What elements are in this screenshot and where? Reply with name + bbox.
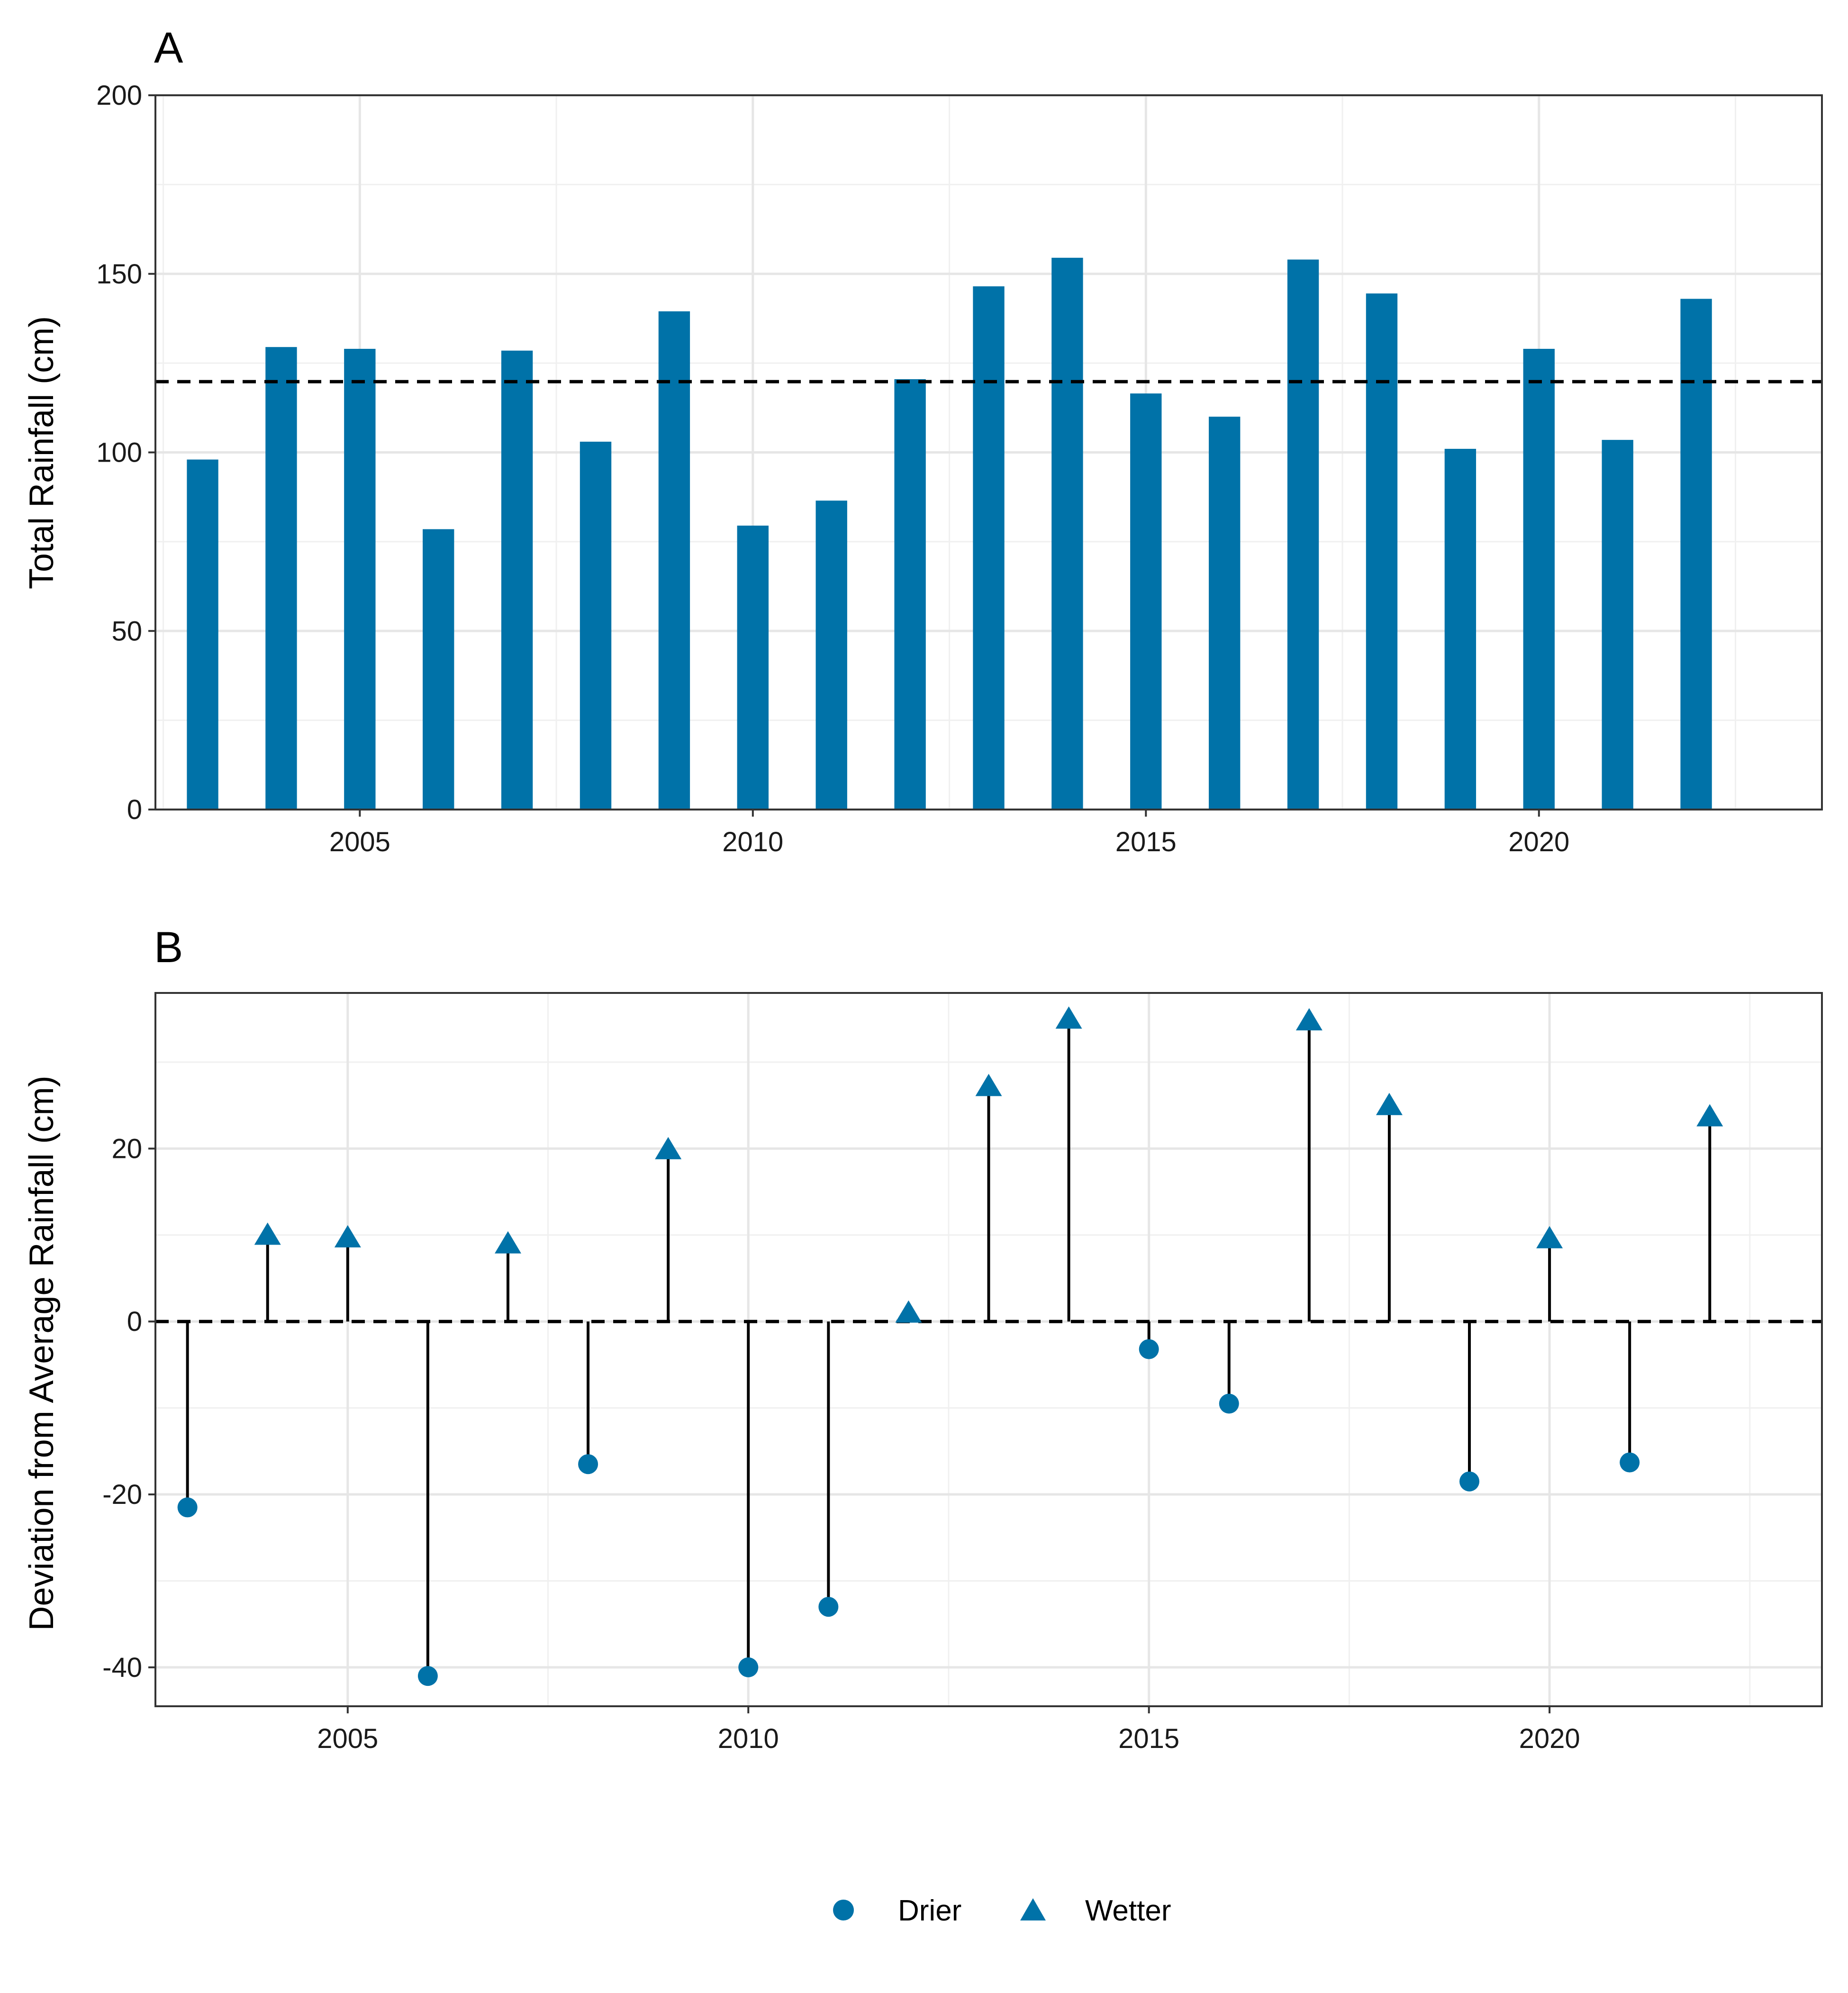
x-tick-label: 2005 — [317, 1723, 378, 1754]
panel-b: B -40 -20 0 20 2005 2010 2015 2020 Deviation f… — [23, 923, 1823, 1754]
panel-border — [154, 992, 1823, 1707]
point-wetter — [494, 1231, 521, 1254]
x-tick-label: 2015 — [1118, 1723, 1179, 1754]
legend-wetter-label: Wetter — [1085, 1894, 1171, 1927]
point-wetter — [1055, 1006, 1082, 1029]
y-tick-label: 0 — [127, 1306, 142, 1337]
x-tick-label: 2020 — [1519, 1723, 1580, 1754]
bar — [580, 441, 612, 810]
y-tick-label: -20 — [102, 1479, 142, 1510]
x-tick-label: 2005 — [329, 827, 390, 857]
point-wetter — [655, 1137, 682, 1159]
panel-b-tag: B — [154, 923, 183, 972]
panel-b-x-ticks: 2005 2010 2015 2020 — [317, 1706, 1580, 1754]
panel-a-y-ticks: 0 50 100 150 200 — [96, 80, 155, 825]
legend: Drier Wetter — [833, 1894, 1171, 1927]
bar — [187, 459, 218, 810]
bar — [1209, 417, 1241, 810]
point-drier — [1459, 1471, 1480, 1492]
point-drier — [1139, 1339, 1159, 1359]
bar — [344, 348, 376, 810]
panel-a-x-ticks: 2005 2010 2015 2020 — [329, 810, 1569, 857]
bar — [265, 347, 297, 810]
point-wetter — [1696, 1104, 1723, 1127]
bar — [1444, 448, 1477, 810]
panel-b-y-ticks: -40 -20 0 20 — [102, 1133, 155, 1683]
bar — [501, 350, 533, 810]
panel-a-y-axis-title: Total Rainfall (cm) — [23, 316, 61, 589]
point-drier — [1620, 1452, 1640, 1473]
panel-a: A 0 50 100 150 200 2005 2010 2015 2020 Total Ra… — [23, 24, 1823, 857]
y-tick-label: 20 — [111, 1133, 142, 1164]
bar — [1680, 299, 1712, 810]
panel-b-points — [177, 1006, 1723, 1686]
legend-drier-label: Drier — [898, 1894, 961, 1927]
bar — [1366, 293, 1398, 810]
bar — [423, 529, 454, 810]
point-wetter — [254, 1222, 281, 1245]
point-drier — [1219, 1393, 1239, 1414]
bar — [658, 311, 690, 810]
point-drier — [818, 1597, 839, 1617]
y-tick-label: 150 — [96, 259, 142, 290]
point-wetter — [1295, 1008, 1323, 1031]
x-tick-label: 2010 — [718, 1723, 779, 1754]
bar — [1602, 440, 1633, 810]
point-drier — [417, 1666, 438, 1686]
legend-drier-marker — [833, 1900, 854, 1920]
bar — [1051, 257, 1083, 810]
point-drier — [738, 1657, 759, 1677]
point-wetter — [895, 1300, 922, 1323]
y-tick-label: 50 — [111, 616, 142, 646]
point-wetter — [1376, 1092, 1403, 1115]
bar — [737, 525, 769, 810]
panel-a-tag: A — [154, 24, 183, 72]
bar — [815, 501, 847, 810]
bar — [894, 379, 926, 810]
bar — [1523, 348, 1555, 810]
x-tick-label: 2010 — [722, 827, 783, 857]
legend-wetter-marker — [1020, 1898, 1046, 1920]
y-tick-label: -40 — [102, 1652, 142, 1683]
y-tick-label: 0 — [127, 794, 142, 825]
panel-a-bars — [187, 257, 1712, 810]
point-drier — [578, 1454, 598, 1474]
panel-b-stems — [186, 1020, 1712, 1676]
y-tick-label: 100 — [96, 437, 142, 468]
x-tick-label: 2020 — [1508, 827, 1569, 857]
panel-b-y-axis-title: Deviation from Average Rainfall (cm) — [23, 1075, 61, 1630]
bar — [1287, 259, 1319, 810]
bar — [1130, 393, 1162, 810]
point-wetter — [975, 1074, 1002, 1096]
x-tick-label: 2015 — [1115, 827, 1177, 857]
panel-b-frame — [154, 992, 1823, 1707]
bar — [973, 286, 1005, 810]
point-drier — [177, 1497, 198, 1518]
y-tick-label: 200 — [96, 80, 142, 111]
point-wetter — [1536, 1226, 1563, 1248]
point-wetter — [334, 1225, 361, 1247]
